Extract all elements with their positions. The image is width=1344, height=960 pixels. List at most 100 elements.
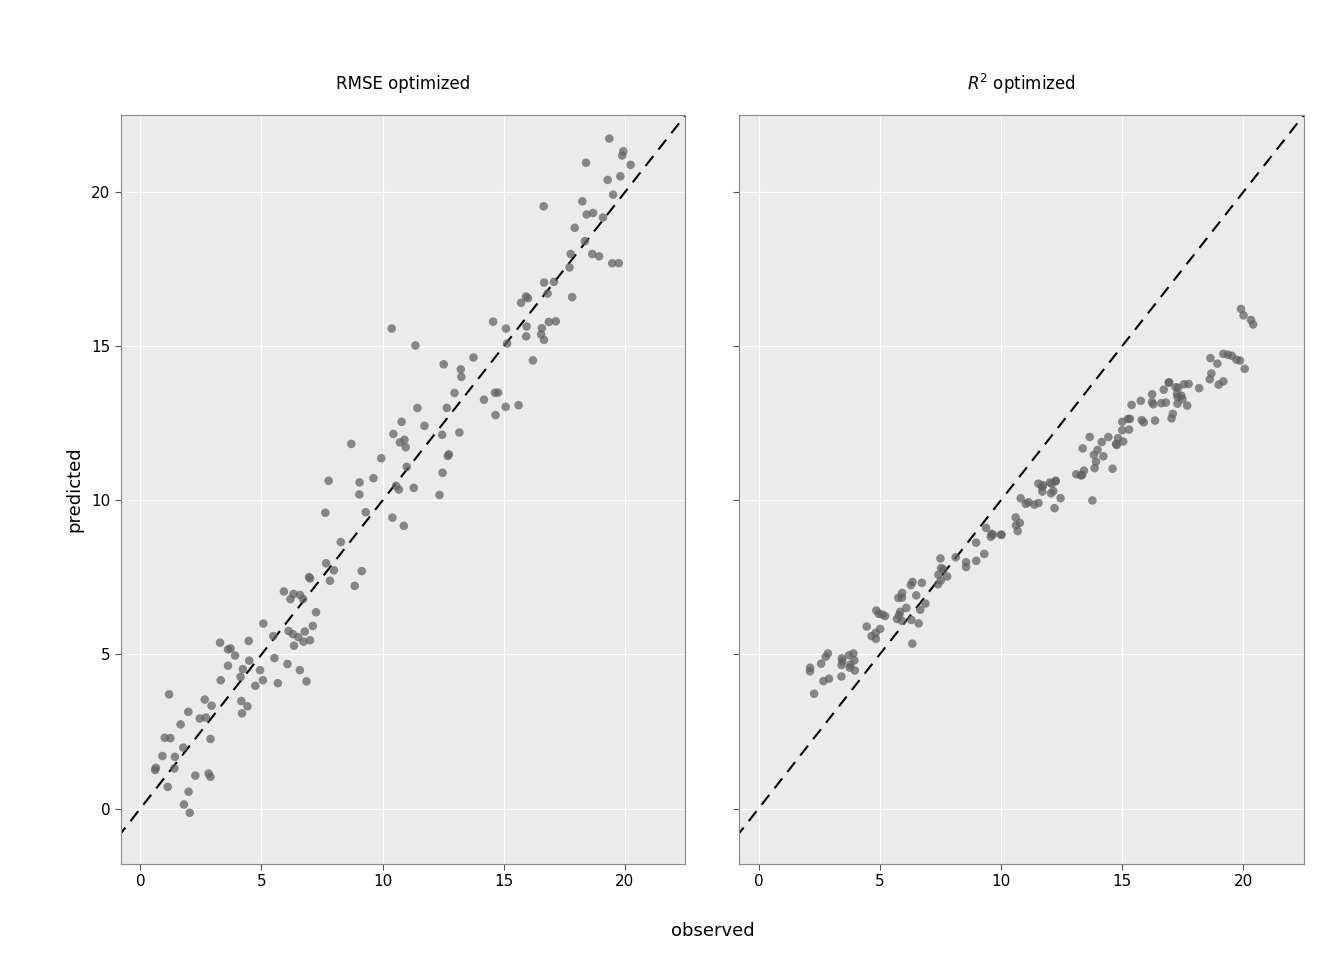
Point bbox=[620, 157, 641, 173]
Point bbox=[1039, 475, 1060, 491]
Point bbox=[1005, 510, 1027, 525]
Point bbox=[868, 606, 890, 621]
Point bbox=[875, 609, 896, 624]
Point bbox=[1083, 447, 1105, 463]
Point bbox=[1167, 396, 1188, 412]
Point bbox=[340, 436, 362, 451]
Point bbox=[965, 553, 986, 568]
Text: $R^2$ optimized: $R^2$ optimized bbox=[968, 72, 1075, 96]
Point bbox=[1111, 422, 1133, 438]
Point bbox=[856, 619, 878, 635]
Point bbox=[293, 591, 314, 607]
Point bbox=[167, 889, 188, 904]
Point bbox=[1142, 396, 1164, 412]
Point bbox=[1121, 397, 1142, 413]
Point bbox=[1159, 374, 1180, 390]
Point bbox=[517, 291, 539, 306]
Point bbox=[1208, 377, 1230, 393]
Point bbox=[262, 629, 284, 644]
Point bbox=[331, 535, 352, 550]
Point bbox=[218, 641, 239, 657]
Point bbox=[1242, 317, 1263, 332]
Point bbox=[982, 527, 1004, 542]
Point bbox=[844, 662, 866, 678]
Point bbox=[891, 590, 913, 606]
Point bbox=[891, 613, 913, 629]
Point bbox=[1070, 468, 1091, 483]
Point bbox=[277, 657, 298, 672]
Point bbox=[263, 651, 285, 666]
Y-axis label: predicted: predicted bbox=[65, 446, 83, 533]
Point bbox=[965, 535, 986, 550]
Point bbox=[1176, 397, 1198, 413]
Point bbox=[900, 612, 922, 628]
Point bbox=[1241, 312, 1262, 327]
Point bbox=[145, 760, 167, 776]
Point bbox=[582, 247, 603, 262]
Point bbox=[1024, 497, 1046, 513]
Point bbox=[429, 488, 450, 503]
Point bbox=[589, 249, 610, 264]
Point bbox=[282, 587, 304, 602]
Point bbox=[593, 210, 614, 226]
Point bbox=[1177, 376, 1199, 392]
Point bbox=[224, 648, 246, 663]
Point bbox=[930, 561, 952, 576]
Point bbox=[1046, 473, 1067, 489]
Point bbox=[800, 660, 821, 676]
Point bbox=[296, 674, 317, 689]
Point bbox=[843, 646, 864, 661]
Point bbox=[351, 564, 372, 579]
Point bbox=[233, 661, 254, 677]
Point bbox=[237, 699, 258, 714]
Point bbox=[813, 674, 835, 689]
Point bbox=[407, 400, 429, 416]
Point bbox=[900, 577, 922, 592]
Point bbox=[280, 591, 301, 607]
Point bbox=[1168, 380, 1189, 396]
Point bbox=[231, 706, 253, 721]
Point bbox=[396, 459, 418, 474]
Point bbox=[164, 749, 185, 764]
Point bbox=[284, 638, 305, 654]
Point bbox=[348, 487, 370, 502]
Point bbox=[1106, 438, 1128, 453]
Point bbox=[831, 658, 852, 673]
Point bbox=[1031, 479, 1052, 494]
Point bbox=[437, 448, 458, 464]
Point bbox=[1117, 411, 1138, 426]
Point bbox=[1093, 448, 1114, 464]
Point bbox=[386, 478, 407, 493]
Point bbox=[1150, 396, 1172, 411]
Point bbox=[814, 649, 836, 664]
Point bbox=[382, 510, 403, 525]
Point bbox=[597, 172, 618, 187]
Point bbox=[866, 625, 887, 640]
Point bbox=[1113, 434, 1134, 449]
Point bbox=[371, 450, 392, 466]
Point bbox=[195, 709, 216, 725]
Point bbox=[238, 653, 259, 668]
Point bbox=[610, 169, 632, 184]
Point bbox=[1032, 477, 1054, 492]
Point bbox=[607, 255, 629, 271]
Point bbox=[177, 784, 199, 800]
Point bbox=[1066, 467, 1087, 482]
Point bbox=[383, 426, 405, 442]
Point bbox=[485, 407, 507, 422]
Point bbox=[991, 527, 1012, 542]
Point bbox=[1172, 392, 1193, 407]
Point bbox=[602, 187, 624, 203]
Point bbox=[1232, 308, 1254, 324]
Point bbox=[320, 573, 341, 588]
Point bbox=[184, 768, 206, 783]
Point bbox=[1102, 461, 1124, 476]
Point bbox=[1154, 395, 1176, 410]
Point bbox=[538, 314, 559, 329]
Point bbox=[523, 352, 544, 368]
Point bbox=[1132, 413, 1153, 428]
Point bbox=[1044, 473, 1066, 489]
Point bbox=[930, 573, 952, 588]
Point bbox=[871, 607, 892, 622]
Point bbox=[293, 634, 314, 649]
